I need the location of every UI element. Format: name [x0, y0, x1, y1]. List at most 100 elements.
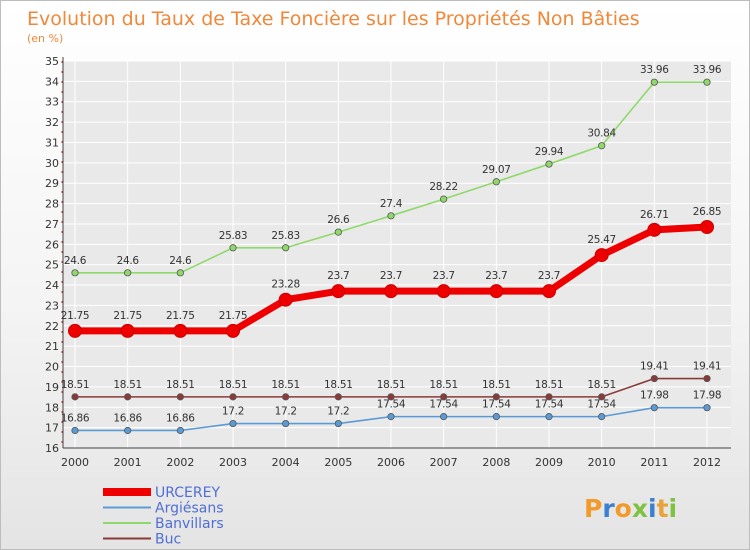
proxiti-logo: Proxiti — [584, 494, 677, 523]
data-point — [703, 78, 711, 86]
data-point — [387, 393, 395, 401]
data-point — [703, 374, 711, 383]
data-point — [492, 393, 500, 401]
data-label: 17.2 — [222, 406, 244, 418]
data-label: 26.6 — [327, 214, 350, 226]
data-label: 28.22 — [429, 181, 458, 193]
x-tick-label: 2003 — [219, 456, 247, 469]
y-tick-label: 32 — [45, 116, 59, 129]
data-point — [703, 404, 711, 412]
data-point — [229, 244, 237, 252]
data-point — [176, 269, 184, 277]
x-tick-label: 2006 — [377, 456, 405, 469]
data-point — [282, 419, 290, 428]
data-point — [120, 323, 135, 338]
data-label: 16.86 — [113, 412, 142, 424]
data-label: 18.51 — [377, 379, 406, 391]
data-label: 23.7 — [327, 270, 349, 282]
data-label: 18.51 — [113, 379, 142, 391]
data-point — [124, 426, 132, 435]
data-point — [334, 228, 342, 236]
x-tick-label: 2004 — [272, 456, 300, 469]
data-point — [176, 393, 184, 401]
y-tick-label: 21 — [45, 340, 59, 353]
data-label: 27.4 — [380, 198, 403, 210]
x-tick-label: 2012 — [693, 456, 721, 469]
data-point — [71, 269, 79, 277]
data-label: 17.54 — [429, 399, 458, 411]
data-label: 23.7 — [485, 270, 507, 282]
data-point — [124, 393, 132, 401]
y-tick-label: 29 — [45, 177, 59, 190]
data-label: 29.94 — [535, 146, 564, 158]
data-label: 17.54 — [535, 399, 564, 411]
logo-letter: i — [669, 494, 678, 523]
data-point — [282, 393, 290, 401]
data-label: 33.96 — [640, 64, 669, 76]
data-label: 18.51 — [271, 379, 300, 391]
chart-title: Evolution du Taux de Taxe Foncière sur l… — [27, 8, 640, 30]
y-tick-label: 20 — [45, 361, 59, 374]
data-label: 24.6 — [64, 255, 87, 267]
data-point — [387, 212, 395, 220]
x-tick-label: 2005 — [324, 456, 352, 469]
data-point — [176, 426, 184, 435]
data-label: 18.51 — [587, 379, 616, 391]
data-label: 29.07 — [482, 164, 511, 176]
data-label: 17.98 — [640, 390, 669, 402]
y-tick-label: 18 — [45, 401, 59, 414]
logo-letter: o — [615, 494, 632, 523]
data-label: 21.75 — [61, 310, 90, 322]
data-label: 26.85 — [693, 206, 722, 218]
data-point — [545, 393, 553, 401]
data-point — [545, 413, 553, 421]
data-label: 18.51 — [61, 379, 90, 391]
data-point — [436, 284, 451, 299]
data-label: 19.41 — [640, 361, 669, 373]
data-point — [650, 374, 658, 383]
data-point — [124, 269, 132, 277]
y-tick-label: 30 — [45, 157, 59, 170]
chart-subtitle: (en %) — [27, 32, 63, 45]
data-point — [492, 413, 500, 421]
data-point — [594, 248, 609, 263]
data-label: 18.51 — [324, 379, 353, 391]
data-point — [542, 284, 556, 299]
plot-area — [63, 61, 731, 448]
data-label: 30.84 — [587, 128, 616, 140]
grid — [63, 60, 731, 449]
data-label: 24.6 — [117, 255, 140, 267]
data-label: 21.75 — [113, 310, 142, 322]
data-label: 18.51 — [219, 379, 248, 391]
legend-label: URCEREY — [155, 485, 220, 501]
data-label: 21.75 — [166, 310, 195, 322]
series — [68, 78, 714, 435]
data-point — [387, 413, 395, 421]
data-label: 33.96 — [693, 64, 722, 76]
data-label: 18.51 — [482, 379, 511, 391]
data-label: 17.2 — [327, 406, 349, 418]
data-label: 17.54 — [587, 399, 616, 411]
data-point — [334, 393, 342, 401]
data-label: 23.7 — [538, 270, 560, 282]
logo-letter: i — [648, 494, 657, 523]
y-tick-label: 16 — [45, 442, 59, 455]
logo-letter: t — [657, 494, 669, 523]
logo-letter: P — [584, 494, 602, 523]
data-label: 23.28 — [271, 279, 300, 291]
data-point — [440, 195, 448, 203]
data-point — [440, 413, 448, 421]
axes: 16 17 18 19 20 21 22 23 24 25 26 27 28 29 30 31 32 33 34 35… — [45, 55, 731, 469]
data-point — [650, 78, 658, 86]
y-tick-label: 27 — [45, 218, 59, 231]
data-point — [384, 284, 398, 299]
data-point — [173, 323, 188, 338]
data-point — [598, 142, 606, 150]
y-tick-label: 28 — [45, 198, 59, 211]
y-tick-label: 34 — [45, 75, 59, 88]
data-label: 18.51 — [429, 379, 458, 391]
data-label: 19.41 — [693, 361, 722, 373]
y-tick-label: 26 — [45, 238, 59, 251]
